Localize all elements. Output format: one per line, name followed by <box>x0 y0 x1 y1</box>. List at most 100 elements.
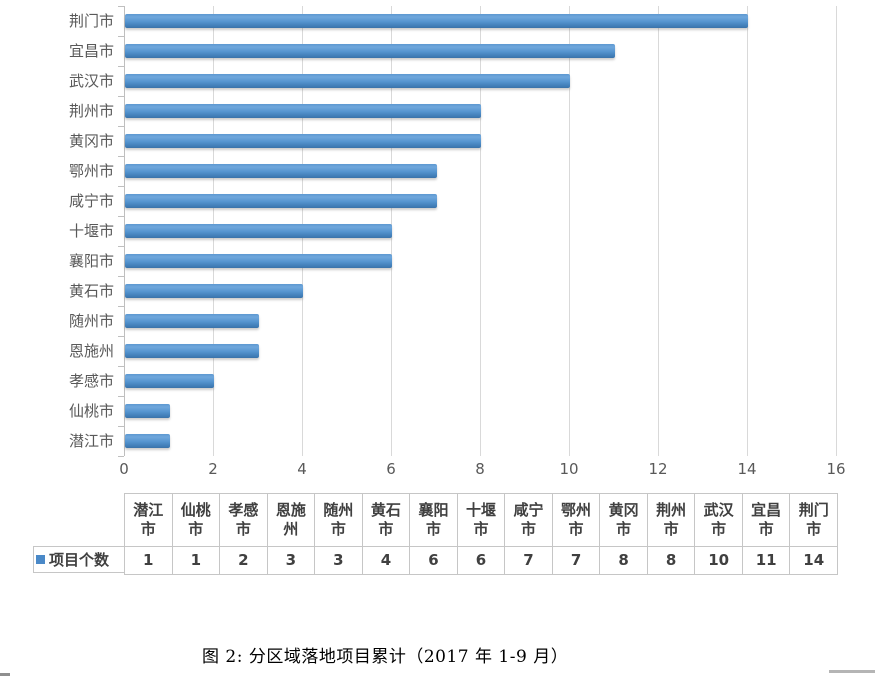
category-label: 潜江市 <box>68 432 114 450</box>
category-label: 荆州市 <box>68 102 114 120</box>
category-label: 仙桃市 <box>68 402 114 420</box>
data-table-header-cell: 咸宁市 <box>504 493 552 546</box>
data-table-value-cell: 3 <box>266 546 315 575</box>
data-table-header-cell: 潜江市 <box>124 493 172 546</box>
axis-tick-mark <box>118 36 124 37</box>
axis-tick-mark <box>118 396 124 397</box>
data-table-header-cell: 恩施州 <box>266 493 315 546</box>
x-axis-tick-label: 8 <box>475 460 485 478</box>
series-name-label: 项目个数 <box>49 551 110 569</box>
x-axis-tick-label: 10 <box>559 460 579 478</box>
gridline <box>747 6 748 456</box>
data-table-header-cell: 宜昌市 <box>741 493 790 546</box>
bar <box>125 284 303 298</box>
bar <box>125 344 259 358</box>
data-table-header-row: 潜江市 仙桃市 孝感市 恩施州 随州市 黄石市 襄阳市 十堰市 咸宁市 鄂州市 黄冈市 荆州市 武汉市宜… <box>33 493 838 546</box>
bar-chart: 荆门市宜昌市武汉市荆州市黄冈市鄂州市咸宁市十堰市襄阳市黄石市随州市恩施州孝感市仙… <box>68 6 846 478</box>
axis-tick-mark <box>118 126 124 127</box>
bar <box>125 14 748 28</box>
x-axis-tick-label: 14 <box>737 460 757 478</box>
category-label: 孝感市 <box>68 372 114 390</box>
axis-tick-mark <box>118 366 124 367</box>
axis-tick-mark <box>118 426 124 427</box>
data-table-header-cell: 黄石市 <box>361 493 410 546</box>
data-table-value-cell: 8 <box>599 546 647 575</box>
category-label: 咸宁市 <box>68 192 114 210</box>
category-label: 黄冈市 <box>68 132 114 150</box>
axis-tick-mark <box>118 216 124 217</box>
bar <box>125 224 392 238</box>
data-table-value-cell: 7 <box>551 546 600 575</box>
data-table-header-cell: 十堰市 <box>456 493 505 546</box>
axis-tick-mark <box>118 306 124 307</box>
category-label: 随州市 <box>68 312 114 330</box>
data-table-value-cell: 1 <box>124 546 172 575</box>
axis-tick-mark <box>118 456 124 457</box>
category-label: 黄石市 <box>68 282 114 300</box>
category-label: 武汉市 <box>68 72 114 90</box>
gridline <box>836 6 837 456</box>
data-table-value-cell: 2 <box>219 546 267 575</box>
data-table-header-cell: 黄冈市 <box>599 493 647 546</box>
figure-caption: 图 2: 分区域落地项目累计（2017 年 1-9 月） <box>202 647 569 667</box>
gridline <box>480 6 481 456</box>
category-label: 荆门市 <box>68 12 114 30</box>
bar <box>125 74 570 88</box>
data-table-value-cell: 14 <box>789 546 838 575</box>
bar <box>125 164 437 178</box>
data-table-header-cell: 随州市 <box>314 493 362 546</box>
x-axis-tick-label: 6 <box>386 460 396 478</box>
bar <box>125 314 259 328</box>
data-table-value-cell: 6 <box>456 546 505 575</box>
category-label: 宜昌市 <box>68 42 114 60</box>
axis-tick-mark <box>118 66 124 67</box>
bar <box>125 404 170 418</box>
data-table-value-row: 项目个数 1 1 2 3 3 4 6 6 7 7 8 8 10 11 14 <box>33 546 838 575</box>
data-table-header-cell: 仙桃市 <box>171 493 220 546</box>
data-table-header-cell: 襄阳市 <box>409 493 457 546</box>
data-table-value-cell: 7 <box>504 546 552 575</box>
data-table-header-cell: 荆州市 <box>646 493 695 546</box>
legend-key-cell: 项目个数 <box>33 546 124 573</box>
x-axis-tick-label: 4 <box>297 460 307 478</box>
data-table-value-cell: 8 <box>646 546 695 575</box>
chart-data-table: 潜江市 仙桃市 孝感市 恩施州 随州市 黄石市 襄阳市 十堰市 咸宁市 鄂州市 黄冈市 荆州市 武汉市宜… <box>33 493 838 575</box>
clipped-rule-fragment-right <box>829 670 875 673</box>
bar <box>125 104 481 118</box>
x-axis-tick-label: 0 <box>119 460 129 478</box>
category-label: 恩施州 <box>68 342 114 360</box>
axis-tick-mark <box>118 96 124 97</box>
data-table-header-cell: 鄂州市 <box>551 493 600 546</box>
category-axis-line <box>124 6 125 456</box>
category-label: 鄂州市 <box>68 162 114 180</box>
category-label: 十堰市 <box>68 222 114 240</box>
data-table-value-cell: 1 <box>171 546 220 575</box>
gridline <box>569 6 570 456</box>
data-table-header-cell: 武汉市 <box>694 493 742 546</box>
data-table-value-cell: 11 <box>741 546 790 575</box>
clipped-rule-fragment-left <box>0 673 10 676</box>
bar <box>125 194 437 208</box>
axis-tick-mark <box>118 246 124 247</box>
axis-tick-mark <box>118 156 124 157</box>
gridline <box>658 6 659 456</box>
axis-tick-mark <box>118 276 124 277</box>
data-table-value-cell: 4 <box>361 546 410 575</box>
x-axis-tick-label: 2 <box>208 460 218 478</box>
bar <box>125 434 170 448</box>
category-label: 襄阳市 <box>68 252 114 270</box>
axis-tick-mark <box>118 186 124 187</box>
bar <box>125 254 392 268</box>
data-table-corner-spacer <box>33 493 124 546</box>
bar <box>125 44 615 58</box>
bar <box>125 374 214 388</box>
data-table-header-cell: 孝感市 <box>219 493 267 546</box>
x-axis-tick-label: 16 <box>826 460 846 478</box>
x-axis-tick-label: 12 <box>648 460 668 478</box>
data-table-value-cell: 3 <box>314 546 362 575</box>
axis-tick-mark <box>118 6 124 7</box>
data-table-value-cell: 6 <box>409 546 457 575</box>
data-table-value-cell: 10 <box>694 546 742 575</box>
data-table-header-cell: 荆门市 <box>789 493 838 546</box>
